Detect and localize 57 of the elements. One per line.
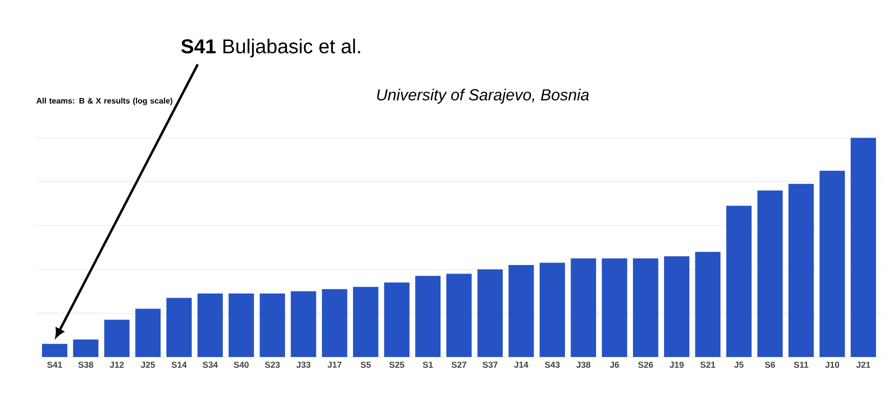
x-tick-label: J10 [825, 362, 840, 368]
bar [384, 282, 410, 357]
x-tick-label: J38 [576, 362, 590, 368]
x-tick-label: S1 [422, 362, 433, 368]
x-tick-label: J25 [140, 362, 155, 368]
x-tick-label: J33 [296, 362, 310, 368]
bar [228, 293, 254, 357]
x-tick-label: S40 [234, 362, 249, 368]
bar [788, 184, 814, 357]
bar [260, 293, 286, 357]
x-tick-label: J17 [327, 362, 342, 368]
x-tick-label: S6 [764, 362, 776, 368]
bar [42, 344, 68, 357]
x-tick-label: S37 [482, 362, 498, 368]
x-tick-label: S41 [47, 362, 62, 368]
chart-title: All teams: B & X results (log scale) [36, 98, 172, 106]
bar [135, 308, 161, 357]
text: S41 Buljabasic et al. [181, 38, 360, 58]
x-tick-label: S21 [700, 362, 716, 368]
bar [322, 289, 348, 357]
bar [664, 256, 690, 357]
bar [104, 320, 130, 357]
bar [757, 190, 783, 357]
x-tick-label: J5 [734, 362, 744, 368]
bar [166, 298, 192, 357]
bar [508, 264, 534, 357]
bar [353, 286, 378, 357]
bar [446, 274, 472, 357]
bar [198, 293, 223, 357]
text: University of Sarajevo, Bosnia [377, 88, 589, 104]
x-tick-label: S23 [264, 362, 280, 368]
bar [602, 258, 628, 357]
bar [477, 269, 503, 357]
x-tick-label: S26 [638, 362, 654, 368]
x-tick-label: S11 [794, 362, 808, 368]
bar [850, 138, 876, 357]
x-tick-label: J19 [670, 362, 684, 368]
bar [695, 252, 720, 357]
x-tick-label: S27 [452, 362, 466, 368]
bar [415, 276, 441, 357]
bar [570, 258, 596, 357]
bar [540, 262, 565, 357]
x-tick-label: S34 [202, 362, 218, 368]
x-tick-label: J12 [110, 362, 124, 368]
x-tick-label: J14 [514, 362, 528, 368]
x-tick-label: J6 [610, 362, 620, 368]
bar [73, 339, 98, 357]
x-tick-label: S25 [389, 362, 404, 368]
x-tick-label: S43 [544, 362, 560, 368]
x-tick-label: S14 [172, 362, 187, 368]
bar [726, 206, 752, 357]
bar [820, 170, 845, 357]
bar [632, 258, 658, 357]
x-tick-label: J21 [856, 362, 870, 368]
bar [290, 291, 316, 357]
x-tick-label: S38 [78, 362, 94, 368]
x-tick-label: S5 [360, 362, 371, 368]
